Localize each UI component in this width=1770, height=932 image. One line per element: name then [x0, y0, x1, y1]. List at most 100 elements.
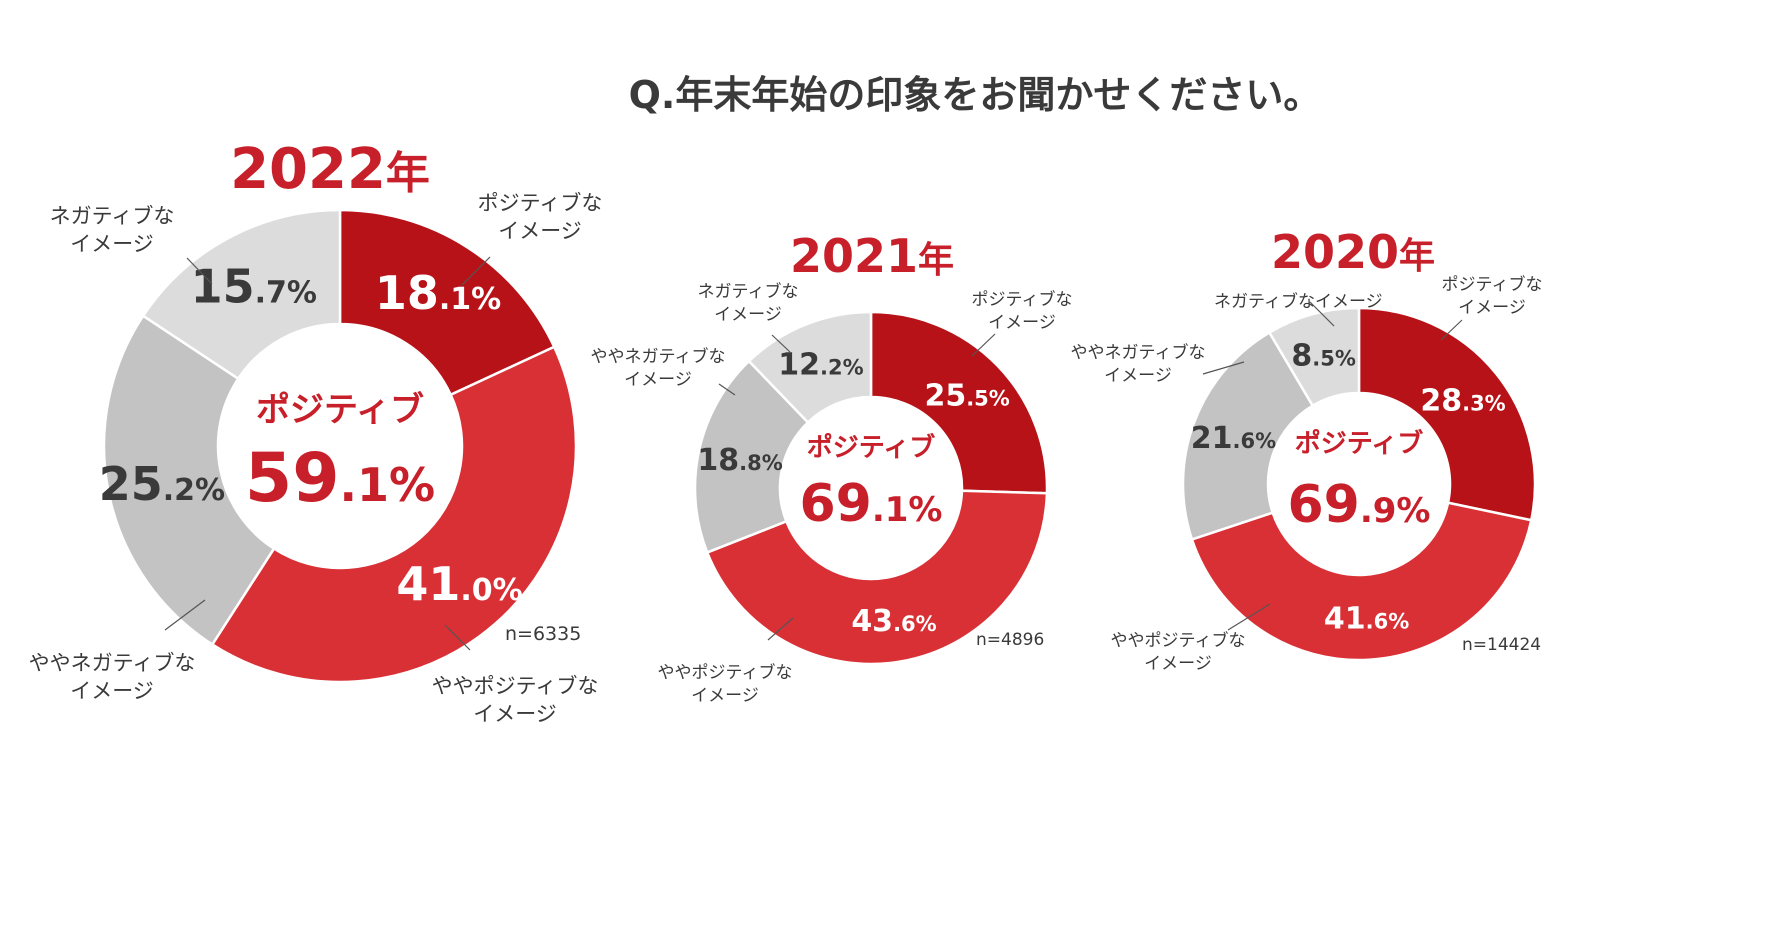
- category-label-line: イメージ: [714, 305, 782, 325]
- percent-label-somewhat_negative: 18.8%: [697, 443, 782, 478]
- percent-int: 41: [1324, 602, 1366, 637]
- category-label-line: イメージ: [624, 370, 692, 390]
- center-value-dec: .1%: [340, 458, 436, 512]
- slice-somewhat_negative: [1181, 330, 1315, 542]
- slice-negative: [747, 310, 873, 425]
- donut-hole: [781, 398, 961, 578]
- category-label-line: ポジティブな: [972, 289, 1073, 310]
- category-label-somewhat_positive: ややポジティブなイメージ: [1111, 630, 1246, 674]
- slice-somewhat_positive: [210, 345, 578, 684]
- center-label: ポジティブ: [1295, 428, 1423, 459]
- percent-int: 25: [99, 457, 163, 511]
- category-label-positive: ポジティブなイメージ: [972, 289, 1073, 333]
- charts-layer: 2022年18.1%ポジティブなイメージ41.0%ややポジティブなイメージ25.…: [29, 137, 1543, 726]
- center-value: 59.1%: [245, 439, 435, 518]
- donut-hole: [219, 325, 461, 567]
- percent-label-somewhat_negative: 25.2%: [99, 457, 225, 511]
- category-label-line: ややネガティブな: [591, 346, 726, 367]
- percent-label-positive: 28.3%: [1420, 383, 1505, 418]
- percent-dec: .0%: [460, 573, 522, 608]
- leader-line: [444, 624, 471, 651]
- category-label-somewhat_positive: ややポジティブなイメージ: [432, 674, 599, 726]
- chart-title: Q.年末年始の印象をお聞かせください。: [629, 73, 1322, 117]
- leader-line: [771, 334, 791, 353]
- leader-line: [1227, 603, 1271, 631]
- year-number: 2022: [230, 137, 386, 202]
- percent-int: 21: [1191, 421, 1233, 456]
- percent-label-somewhat_positive: 41.0%: [396, 557, 522, 611]
- category-label-line: ややポジティブな: [432, 674, 599, 698]
- percent-dec: .3%: [1462, 391, 1506, 415]
- donut-chart-2020: 2020年28.3%ポジティブなイメージ41.6%ややポジティブなイメージ21.…: [1071, 225, 1543, 674]
- donut-hole: [1269, 394, 1449, 574]
- year-suffix: 年: [386, 148, 430, 199]
- category-label-line: イメージ: [691, 686, 759, 706]
- category-label-positive: ポジティブなイメージ: [478, 191, 603, 243]
- percent-dec: .1%: [439, 282, 501, 317]
- leader-line: [186, 257, 213, 285]
- center-value: 69.9%: [1287, 475, 1430, 535]
- percent-label-somewhat_positive: 41.6%: [1324, 602, 1409, 637]
- slice-negative: [141, 208, 342, 381]
- slice-somewhat_positive: [705, 489, 1049, 666]
- center-value-int: 69: [799, 474, 871, 534]
- percent-dec: .5%: [966, 386, 1010, 410]
- leader-line: [461, 256, 491, 286]
- sample-size-label: n=14424: [1462, 635, 1541, 655]
- percent-dec: .8%: [739, 451, 783, 475]
- category-label-line: ややポジティブな: [658, 662, 793, 683]
- percent-int: 28: [1420, 383, 1462, 418]
- category-label-line: ポジティブな: [1442, 274, 1543, 295]
- percent-label-positive: 25.5%: [924, 378, 1009, 413]
- percent-dec: .6%: [893, 612, 937, 636]
- year-suffix: 年: [918, 240, 954, 281]
- category-label-negative: ネガティブなイメージ: [698, 281, 799, 325]
- slice-somewhat_negative: [693, 359, 810, 555]
- category-label-line: イメージ: [70, 232, 154, 256]
- slice-positive: [869, 310, 1049, 495]
- center-value-int: 59: [245, 439, 340, 518]
- center-value: 69.1%: [799, 474, 942, 534]
- leader-line: [971, 333, 996, 357]
- percent-int: 18: [375, 266, 439, 320]
- percent-int: 43: [851, 604, 893, 639]
- slice-negative: [1267, 306, 1361, 408]
- center-label: ポジティブ: [256, 390, 424, 430]
- sample-size-label: n=4896: [976, 630, 1044, 650]
- percent-label-positive: 18.1%: [375, 266, 501, 320]
- percent-dec: .2%: [163, 473, 225, 508]
- year-heading: 2021年: [790, 229, 954, 283]
- slice-somewhat_positive: [1190, 501, 1533, 662]
- percent-dec: .2%: [820, 356, 864, 380]
- slice-somewhat_negative: [102, 314, 276, 647]
- category-label-line: ややポジティブな: [1111, 630, 1246, 651]
- category-label-line: ネガティブな: [698, 281, 799, 302]
- percent-label-negative: 15.7%: [191, 259, 317, 313]
- year-heading: 2020年: [1271, 225, 1435, 279]
- category-label-line: イメージ: [1144, 654, 1212, 674]
- slice-positive: [1357, 306, 1537, 522]
- category-label-line: ややネガティブな: [1071, 342, 1206, 363]
- category-label-line: イメージ: [473, 702, 557, 726]
- leader-line: [1440, 319, 1463, 341]
- category-label-line: イメージ: [988, 313, 1056, 333]
- category-label-somewhat_negative: ややネガティブなイメージ: [1071, 342, 1206, 386]
- leader-line: [767, 617, 794, 641]
- center-value-dec: .1%: [872, 490, 943, 530]
- year-number: 2021: [790, 229, 918, 283]
- percent-int: 41: [396, 557, 460, 611]
- leader-line: [164, 599, 206, 631]
- leader-line: [718, 383, 736, 396]
- percent-int: 8: [1291, 339, 1312, 374]
- year-number: 2020: [1271, 225, 1399, 279]
- percent-dec: .6%: [1366, 610, 1410, 634]
- category-label-positive: ポジティブなイメージ: [1442, 274, 1543, 318]
- category-label-line: ネガティブな: [50, 204, 175, 228]
- leader-line: [1202, 361, 1245, 375]
- category-label-negative: ネガティブなイメージ: [50, 204, 175, 256]
- category-label-line: ややネガティブな: [29, 651, 196, 675]
- category-label-line: イメージ: [498, 219, 582, 243]
- percent-int: 18: [697, 443, 739, 478]
- center-value-dec: .9%: [1360, 491, 1431, 531]
- percent-label-negative: 12.2%: [778, 348, 863, 383]
